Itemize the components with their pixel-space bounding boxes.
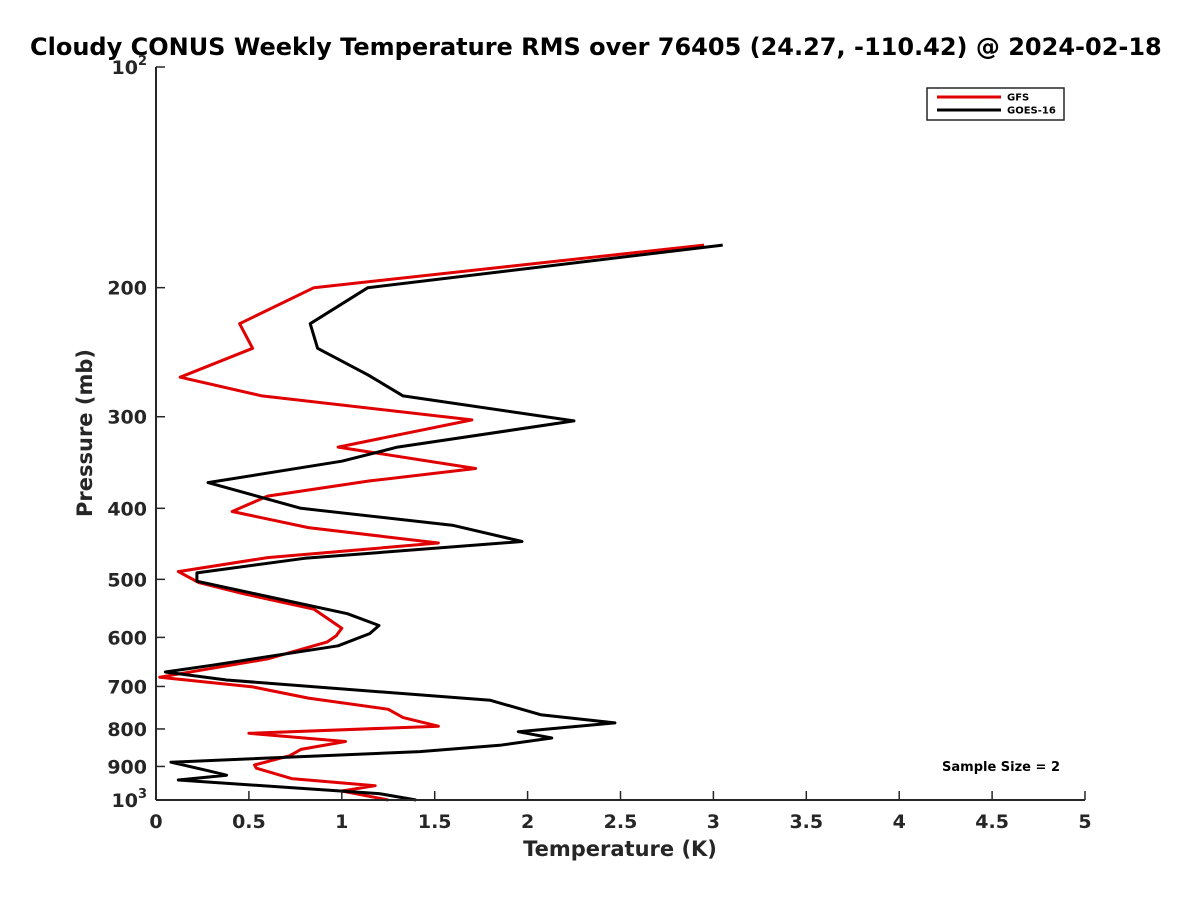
x-tick-label: 1 xyxy=(335,811,348,833)
legend: GFS GOES-16 xyxy=(926,87,1065,121)
x-tick-label: 2.5 xyxy=(604,811,638,833)
y-tick-label: 600 xyxy=(107,627,147,649)
chart-title: Cloudy CONUS Weekly Temperature RMS over… xyxy=(30,33,1162,61)
x-axis-label: Temperature (K) xyxy=(523,837,717,861)
y-tick-label: 103 xyxy=(112,787,148,812)
x-tick-label: 0 xyxy=(149,811,162,833)
y-tick-label: 800 xyxy=(107,719,147,741)
y-axis-label: Pressure (mb) xyxy=(73,349,97,517)
x-tick-label: 3.5 xyxy=(789,811,823,833)
y-tick-label: 900 xyxy=(107,756,147,778)
x-tick-label: 5 xyxy=(1078,811,1091,833)
legend-label-goes-16: GOES-16 xyxy=(1007,106,1056,117)
y-tick-label: 400 xyxy=(107,498,147,520)
plot-area xyxy=(158,243,723,802)
series-line-gfs xyxy=(158,243,705,802)
y-tick-label: 700 xyxy=(107,676,147,698)
series-line-goes-16 xyxy=(163,243,723,802)
x-tick-label: 2 xyxy=(521,811,534,833)
y-tick-label: 300 xyxy=(107,407,147,429)
legend-label-gfs: GFS xyxy=(1007,93,1029,104)
x-tick-label: 4.5 xyxy=(975,811,1009,833)
y-tick-label: 102 xyxy=(112,54,148,79)
y-tick-label: 500 xyxy=(107,569,147,591)
legend-box xyxy=(926,87,1065,121)
y-tick-label: 200 xyxy=(107,278,147,300)
sample-size-annotation: Sample Size = 2 xyxy=(942,760,1060,775)
x-tick-label: 0.5 xyxy=(232,811,266,833)
x-tick-label: 4 xyxy=(893,811,906,833)
x-tick-label: 3 xyxy=(707,811,720,833)
axes: 0 0.5 1 1.5 2 2.5 3 3.5 4 4.5 5 102 200 300 400 500 600 7… xyxy=(107,54,1091,833)
x-tick-label: 1.5 xyxy=(418,811,452,833)
